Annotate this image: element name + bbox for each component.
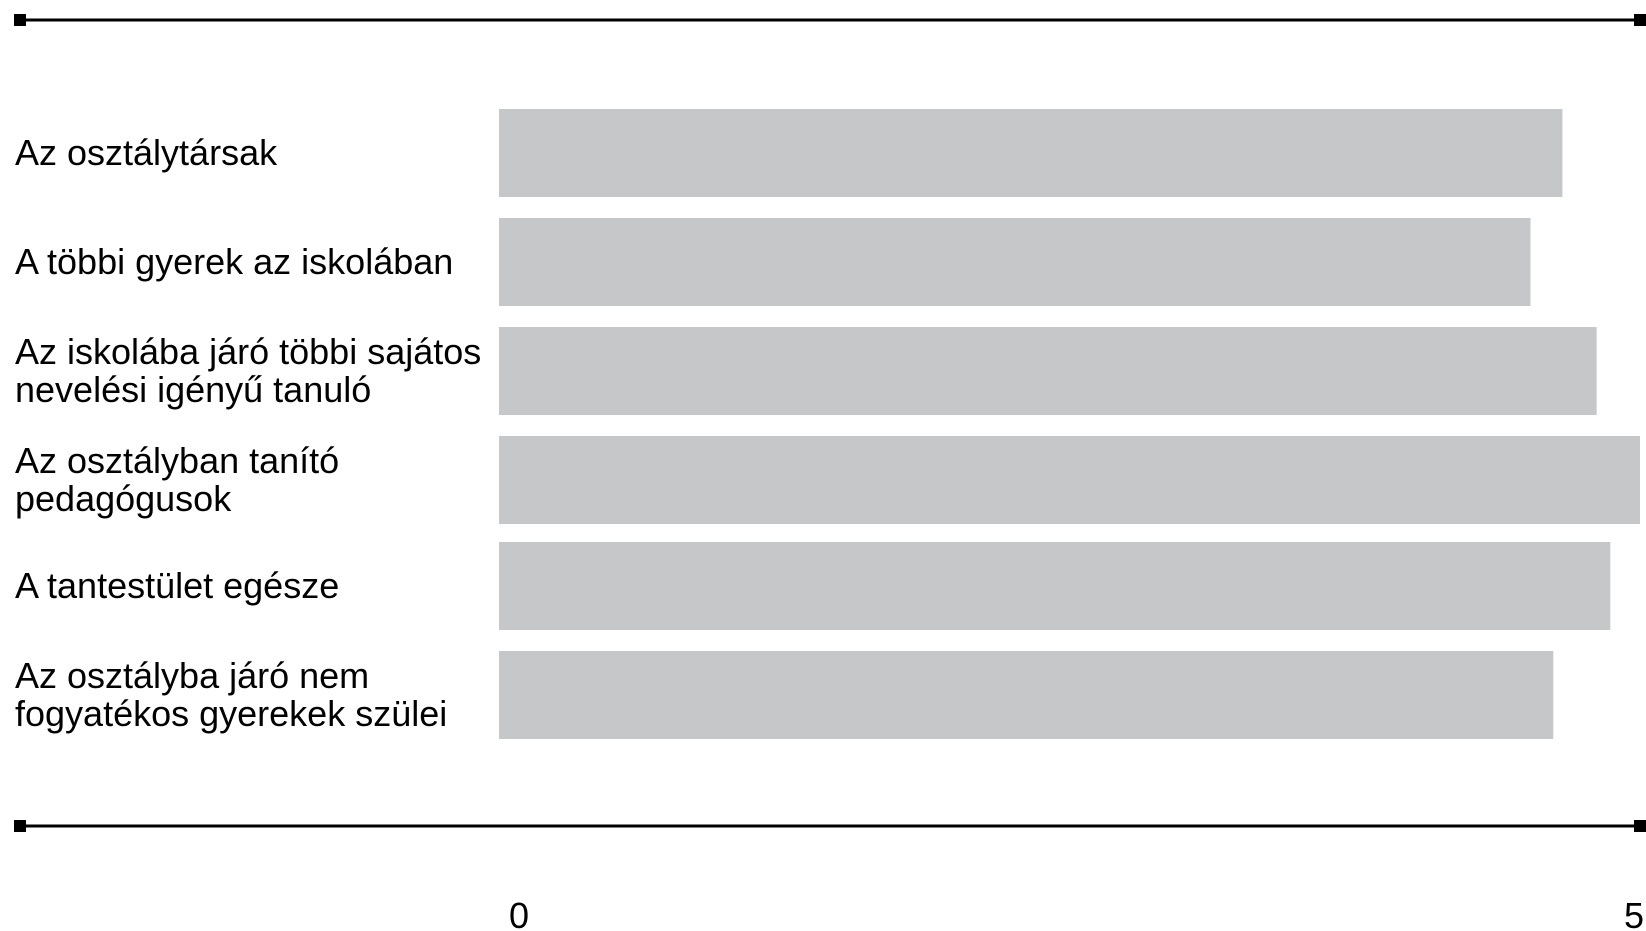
top-rule-left-cap [14, 14, 26, 26]
category-label-6: Az osztályba járó nem fogyatékos gyerekek… [15, 655, 447, 734]
top-rule-right-cap [1634, 14, 1646, 26]
bar-6 [499, 651, 1554, 739]
category-label-3: Az iskolába járó többi sajátos nevelési i… [15, 331, 481, 410]
category-label-4: Az osztályban tanító pedagógusok [15, 440, 339, 519]
bar-3 [499, 327, 1597, 415]
bottom-rule-left-cap [14, 820, 26, 832]
top-rule [14, 14, 1646, 26]
bar-1 [499, 109, 1563, 197]
category-label-1: Az osztálytársak [15, 132, 278, 173]
bottom-rule [14, 820, 1646, 832]
bottom-rule-right-cap [1634, 820, 1646, 832]
bar-2 [499, 218, 1531, 306]
x-tick-label-0: 0 [509, 895, 529, 931]
category-label-5: A tantestület egésze [15, 565, 339, 606]
bar-4 [499, 436, 1640, 524]
bar-5 [499, 542, 1611, 630]
category-labels-group: Az osztálytársak A többi gyerek az iskolá… [15, 132, 481, 734]
bars-group [499, 109, 1640, 739]
x-tick-label-5: 5 [1624, 895, 1644, 931]
category-label-2: A többi gyerek az iskolában [15, 241, 453, 282]
